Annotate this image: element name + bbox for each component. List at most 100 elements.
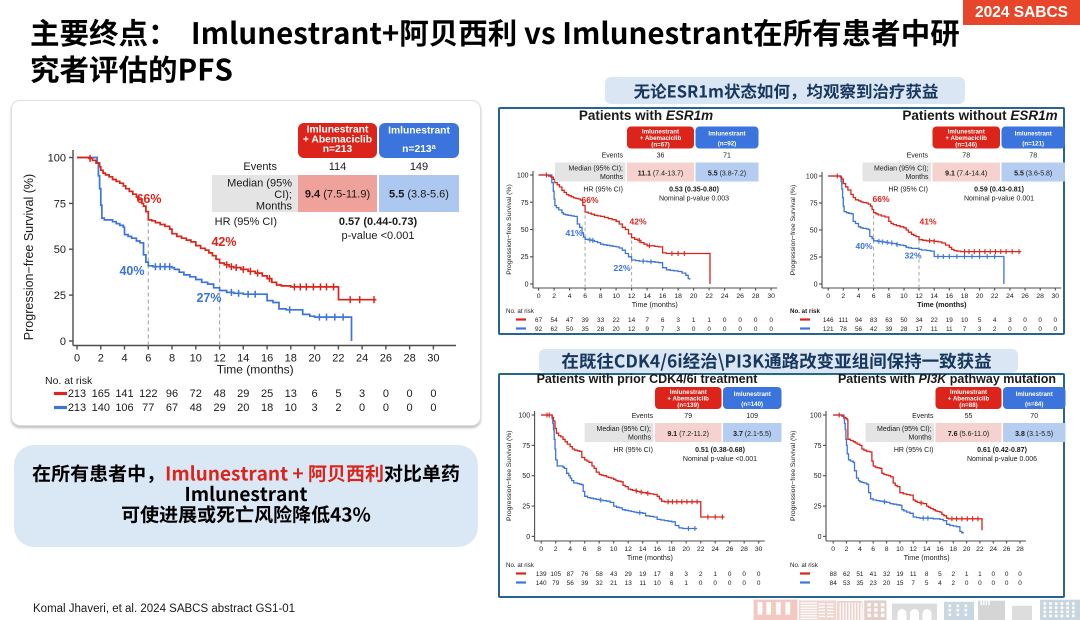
svg-text:Median (95%: Median (95%	[227, 178, 292, 190]
svg-text:0: 0	[754, 317, 758, 324]
svg-text:Nominal p-value 0.003: Nominal p-value 0.003	[659, 196, 729, 203]
svg-text:0: 0	[359, 402, 365, 414]
svg-text:0: 0	[978, 580, 982, 587]
svg-text:0: 0	[1023, 317, 1027, 324]
svg-text:75: 75	[814, 443, 822, 450]
svg-text:5.5 (3.6-5.8): 5.5 (3.6-5.8)	[1014, 171, 1052, 178]
svg-text:66%: 66%	[581, 195, 598, 205]
svg-text:0: 0	[407, 388, 413, 400]
svg-text:67: 67	[166, 402, 178, 414]
svg-text:0: 0	[769, 317, 773, 324]
svg-text:Months: Months	[628, 435, 651, 442]
svg-text:0: 0	[1038, 326, 1042, 333]
svg-text:0: 0	[728, 580, 732, 587]
svg-text:94: 94	[855, 317, 863, 324]
svg-text:7: 7	[661, 326, 665, 333]
svg-text:0: 0	[1018, 571, 1022, 578]
svg-text:3: 3	[684, 571, 688, 578]
svg-text:Months: Months	[909, 435, 932, 442]
svg-text:6: 6	[661, 317, 665, 324]
svg-text:0: 0	[818, 534, 822, 541]
svg-text:6: 6	[583, 546, 587, 553]
svg-text:30: 30	[755, 546, 763, 553]
svg-text:(n=146): (n=146)	[955, 142, 977, 149]
svg-text:Events: Events	[907, 153, 929, 160]
svg-text:Imlunestrant: Imlunestrant	[307, 125, 369, 136]
svg-text:29: 29	[213, 402, 225, 414]
svg-text:9.1 (7.4-14.4): 9.1 (7.4-14.4)	[945, 171, 987, 178]
svg-text:1: 1	[707, 317, 711, 324]
svg-text:n=213: n=213	[323, 144, 353, 155]
svg-text:35: 35	[582, 326, 590, 333]
svg-text:100: 100	[810, 413, 822, 420]
svg-text:50: 50	[521, 227, 529, 234]
svg-text:78: 78	[840, 326, 848, 333]
svg-text:56: 56	[855, 326, 863, 333]
svg-text:42%: 42%	[211, 235, 236, 249]
svg-text:20: 20	[613, 326, 621, 333]
svg-text:8: 8	[670, 571, 674, 578]
svg-text:48: 48	[213, 388, 225, 400]
svg-text:(n=67): (n=67)	[651, 142, 669, 149]
svg-text:20: 20	[883, 580, 891, 587]
svg-text:18: 18	[961, 293, 969, 300]
svg-text:0: 0	[430, 402, 436, 414]
svg-text:24: 24	[1006, 293, 1014, 300]
svg-text:0: 0	[754, 326, 758, 333]
svg-text:67: 67	[535, 317, 543, 324]
svg-text:12: 12	[909, 546, 917, 553]
svg-text:1: 1	[713, 571, 717, 578]
svg-text:16: 16	[936, 546, 944, 553]
svg-text:4: 4	[568, 293, 572, 300]
svg-text:21: 21	[610, 580, 618, 587]
svg-text:HR (95% CI): HR (95% CI)	[613, 447, 653, 454]
svg-text:14: 14	[923, 546, 931, 553]
svg-text:22: 22	[705, 293, 713, 300]
svg-text:96: 96	[166, 388, 178, 400]
svg-text:5: 5	[978, 317, 982, 324]
svg-text:2: 2	[335, 402, 341, 414]
svg-text:(n=121): (n=121)	[1022, 141, 1044, 148]
svg-text:140: 140	[92, 402, 110, 414]
svg-text:0.59 (0.43-0.81): 0.59 (0.43-0.81)	[974, 187, 1024, 194]
svg-text:n=213a: n=213a	[402, 142, 436, 155]
svg-text:100: 100	[518, 413, 530, 420]
svg-text:3: 3	[312, 402, 318, 414]
svg-text:Months: Months	[256, 201, 293, 213]
svg-text:51: 51	[856, 571, 864, 578]
svg-text:32: 32	[596, 580, 604, 587]
svg-text:25: 25	[810, 255, 818, 262]
svg-text:Nominal p-value 0.001: Nominal p-value 0.001	[964, 196, 1034, 203]
svg-text:Patients with ESR1m: Patients with ESR1m	[579, 108, 713, 123]
svg-text:6: 6	[670, 580, 674, 587]
svg-text:10: 10	[190, 353, 202, 365]
svg-text:79: 79	[684, 413, 692, 420]
svg-text:26: 26	[736, 293, 744, 300]
svg-text:54: 54	[551, 317, 559, 324]
svg-text:213: 213	[68, 402, 86, 414]
svg-text:12: 12	[628, 326, 636, 333]
svg-text:70: 70	[1030, 413, 1038, 420]
svg-text:17: 17	[915, 326, 923, 333]
svg-text:26: 26	[1021, 293, 1029, 300]
svg-text:24: 24	[711, 546, 719, 553]
svg-text:2: 2	[993, 326, 997, 333]
svg-text:50: 50	[54, 244, 66, 256]
svg-text:39: 39	[581, 580, 589, 587]
svg-text:122: 122	[139, 388, 157, 400]
svg-text:8: 8	[885, 546, 889, 553]
svg-text:20: 20	[682, 546, 690, 553]
svg-text:25: 25	[261, 388, 273, 400]
svg-text:141: 141	[115, 388, 133, 400]
svg-text:26: 26	[1003, 546, 1011, 553]
svg-text:0: 0	[537, 293, 541, 300]
svg-text:58: 58	[596, 571, 604, 578]
svg-text:18: 18	[668, 546, 676, 553]
svg-text:42%: 42%	[629, 217, 646, 227]
svg-text:3.8 (3.1-5.5): 3.8 (3.1-5.5)	[1015, 431, 1053, 438]
svg-text:13: 13	[625, 580, 633, 587]
svg-text:(n=92): (n=92)	[718, 141, 736, 148]
svg-text:24: 24	[721, 293, 729, 300]
svg-text:28: 28	[752, 293, 760, 300]
svg-text:0.57 (0.44-0.73): 0.57 (0.44-0.73)	[339, 216, 418, 228]
